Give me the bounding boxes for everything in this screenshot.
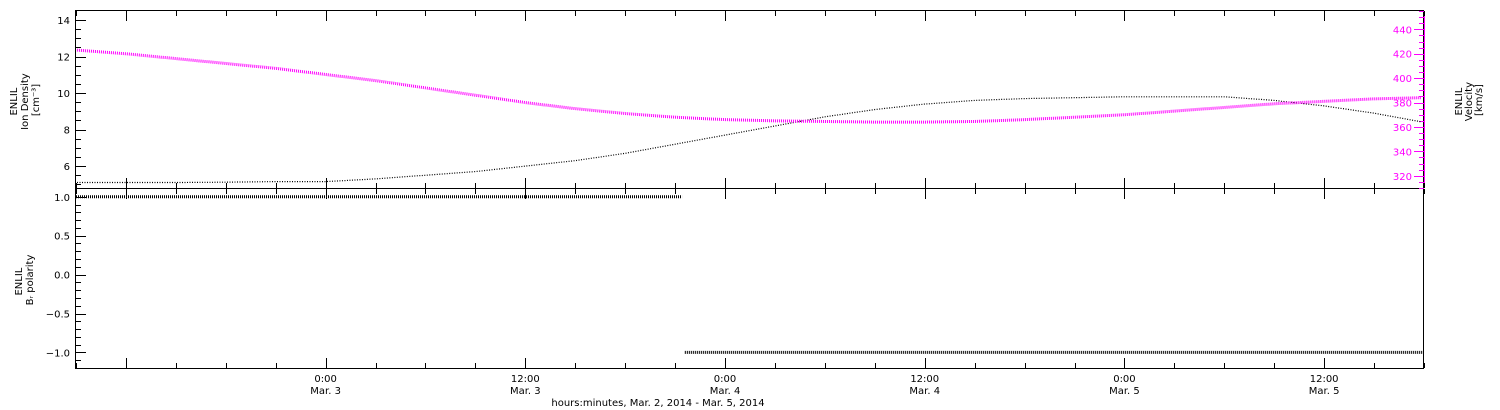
bottom-tick-label: 0.0	[54, 271, 70, 282]
top-left-tick-label: 6	[64, 162, 70, 173]
bottom-panel-frame	[75, 188, 1424, 369]
x-tick-time-label: 12:00	[910, 374, 939, 385]
bottom-tick-label: 1.0	[54, 193, 70, 204]
top-right-tick-label: 360	[1393, 123, 1412, 134]
top-left-y-axis: 6 8 10 12 14	[57, 16, 86, 185]
top-right-tick-label: 320	[1393, 172, 1412, 183]
bottom-tick-label: −0.5	[46, 310, 70, 321]
x-axis-title: hours:minutes, Mar. 2, 2014 - Mar. 5, 20…	[551, 398, 764, 409]
velocity-series-line	[76, 48, 1422, 124]
bottom-tick-label: −1.0	[46, 348, 70, 359]
top-right-tick-label: 400	[1393, 74, 1412, 85]
x-tick-time-label: 12:00	[511, 374, 540, 385]
x-tick-date-label: Mar. 5	[1109, 386, 1140, 397]
top-right-tick-label: 340	[1393, 147, 1412, 158]
top-right-tick-label: 420	[1393, 50, 1412, 61]
top-right-y-axis: 320 340 360 380 400 420 440	[1393, 11, 1425, 189]
x-tick-time-label: 0:00	[314, 374, 336, 385]
top-right-tick-label: 440	[1393, 25, 1412, 36]
x-tick-date-label: Mar. 4	[909, 386, 940, 397]
bottom-axis-title: ENLIL Bᵣ polarity	[14, 255, 36, 306]
top-left-tick-label: 12	[57, 53, 70, 64]
top-left-axis-title: ENLIL Ion Density [cm⁻³]	[9, 70, 42, 130]
x-tick-time-label: 12:00	[1310, 374, 1339, 385]
top-left-tick-label: 10	[57, 89, 70, 100]
top-right-axis-title: ENLIL Velocity [km/s]	[1454, 79, 1485, 121]
bottom-tick-label: 0.5	[54, 232, 70, 243]
top-left-tick-label: 8	[64, 126, 70, 137]
bottom-y-axis: −1.0 −0.5 0.0 0.5 1.0	[46, 193, 86, 369]
x-tick-date-label: Mar. 4	[710, 386, 741, 397]
x-tick-date-label: Mar. 3	[310, 386, 341, 397]
x-tick-time-label: 0:00	[714, 374, 736, 385]
top-left-tick-label: 14	[57, 16, 70, 27]
x-tick-date-label: Mar. 3	[510, 386, 541, 397]
top-right-tick-label: 380	[1393, 99, 1412, 110]
x-tick-time-label: 0:00	[1113, 374, 1135, 385]
series-layer	[76, 48, 1424, 354]
x-tick-date-label: Mar. 5	[1309, 386, 1340, 397]
density-series-line	[77, 96, 1422, 184]
